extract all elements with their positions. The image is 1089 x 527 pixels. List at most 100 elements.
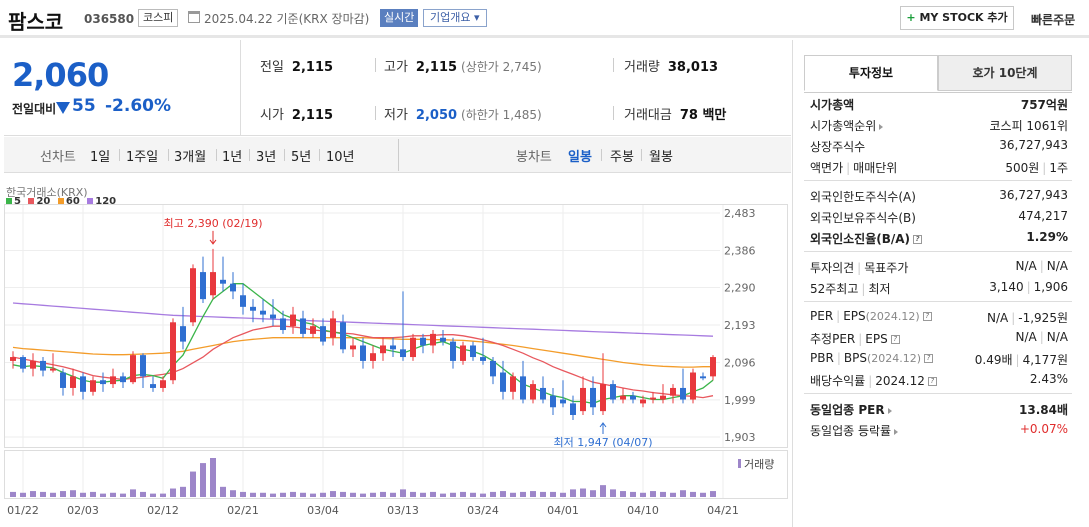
info-key: 시가총액 [810, 98, 855, 112]
volume-bar [180, 486, 186, 497]
candle-body [220, 279, 226, 284]
volume-bar [200, 463, 206, 497]
volume-bar [610, 489, 616, 497]
price-chart[interactable]: 2,483 2,386 2,290 2,193 2,096 1,999 1,903 01/22… [4, 174, 791, 527]
help-icon[interactable]: ? [927, 377, 937, 386]
x-tick-label: 02/03 [67, 504, 99, 517]
realtime-button[interactable]: 실시간 [380, 9, 419, 27]
stock-name: 팜스코 [8, 10, 64, 34]
candle-body [680, 387, 686, 400]
low-annotation: 최저 1,947 (04/07) [553, 436, 652, 449]
period-3y[interactable]: 3년 [256, 150, 277, 165]
divider [398, 139, 399, 171]
line-chart-label: 선차트 [40, 150, 76, 165]
volume-bar [700, 492, 706, 497]
volume-bar [400, 489, 406, 497]
info-row: 투자의견 | 목표주가 N/A | N/A [804, 256, 1072, 277]
candle-body [200, 272, 206, 300]
info-value: 3,140 | 1,906 [989, 280, 1068, 294]
candle-body [400, 349, 406, 358]
change-value: 55 [72, 96, 96, 116]
volume-bar [550, 491, 556, 497]
candlestick-chart[interactable]: 2,483 2,386 2,290 2,193 2,096 1,999 1,903 01/22… [4, 174, 791, 527]
candle-monthly[interactable]: 월봉 [649, 150, 673, 165]
prev-close: 전일 2,115 [260, 60, 334, 75]
change-percent: -2.60% [105, 96, 172, 116]
chart-source: 한국거래소(KRX) [6, 186, 88, 199]
candle-body [360, 345, 366, 361]
arrow-right-icon[interactable] [887, 407, 892, 414]
candle-body [470, 345, 476, 358]
volume-bar [510, 492, 516, 497]
volume-bar [330, 491, 336, 497]
candle-body [90, 380, 96, 392]
help-icon[interactable]: ? [890, 335, 900, 344]
candle-body [190, 268, 196, 323]
y-tick-label: 2,193 [724, 319, 756, 332]
candle-body [670, 387, 676, 396]
info-row: 액면가 | 매매단위 500원 | 1주 [804, 156, 1072, 177]
volume-bar [290, 491, 296, 497]
candle-body [540, 387, 546, 400]
help-icon[interactable]: ? [913, 235, 923, 244]
volume-bar [380, 491, 386, 497]
tab-order-book[interactable]: 호가 10단계 [938, 55, 1072, 91]
volume-bar [70, 490, 76, 497]
volume-bar [340, 491, 346, 497]
arrow-right-icon[interactable] [894, 428, 899, 435]
info-key: 상장주식수 [810, 140, 866, 154]
candle-body [300, 318, 306, 334]
volume-bar [60, 491, 66, 497]
legend-ma20: 20 [28, 196, 50, 207]
x-tick-label: 01/22 [7, 504, 39, 517]
volume-bar [660, 491, 666, 497]
period-1y[interactable]: 1년 [222, 150, 243, 165]
y-tick-label: 1,903 [724, 431, 756, 444]
separator [601, 149, 602, 161]
candle-body [340, 322, 346, 350]
period-10y[interactable]: 10년 [326, 150, 355, 165]
candle-body [290, 314, 296, 327]
period-3m[interactable]: 3개월 [174, 150, 207, 165]
candle-body [610, 384, 616, 400]
period-1w[interactable]: 1주일 [126, 150, 159, 165]
help-icon[interactable]: ? [922, 312, 932, 321]
ma-line-60 [12, 337, 713, 368]
candle-body [320, 326, 326, 342]
volume-bar [680, 490, 686, 497]
candle-body [530, 384, 536, 400]
volume-bar [100, 493, 106, 497]
candle-body [240, 295, 246, 307]
stock-header: 팜스코 036580 코스피 2025.04.22 기준(KRX 장마감) 실시… [0, 0, 1089, 38]
volume-bar [260, 492, 266, 497]
candle-body [490, 360, 496, 377]
candle-daily[interactable]: 일봉 [568, 150, 592, 165]
info-row: 배당수익률 | 2024.12? 2.43% [804, 369, 1072, 390]
legend-ma5: 5 [6, 196, 21, 207]
volume-bar [480, 493, 486, 497]
period-5y[interactable]: 5년 [291, 150, 312, 165]
info-key: 시가총액순위 [810, 117, 884, 134]
candle-body [330, 318, 336, 338]
add-mystock-button[interactable]: + MY STOCK 추가 [900, 6, 1014, 30]
volume-bar [710, 491, 716, 497]
arrow-right-icon[interactable] [879, 123, 884, 130]
info-key: 투자의견 | 목표주가 [810, 261, 909, 275]
down-arrow-icon [56, 102, 70, 114]
candle-body [110, 376, 116, 385]
company-info-dropdown[interactable]: 기업개요 ▾ [423, 9, 487, 27]
candle-body [20, 357, 26, 369]
info-row: 외국인한도주식수(A) 36,727,943 [804, 185, 1072, 206]
current-price: 2,060 [12, 56, 109, 94]
calendar-icon [188, 11, 200, 23]
candle-weekly[interactable]: 주봉 [610, 150, 634, 165]
market-badge: 코스피 [138, 9, 179, 27]
info-value: N/A | -1,925원 [986, 311, 1068, 325]
help-icon[interactable]: ? [924, 354, 934, 363]
quick-order-button[interactable]: 빠른주문 [1031, 13, 1076, 27]
period-1d[interactable]: 1일 [90, 150, 111, 165]
tab-investment-info[interactable]: 투자정보 [804, 55, 938, 91]
candle-body [80, 376, 86, 392]
candle-body [270, 314, 276, 319]
candle-body [500, 372, 506, 392]
